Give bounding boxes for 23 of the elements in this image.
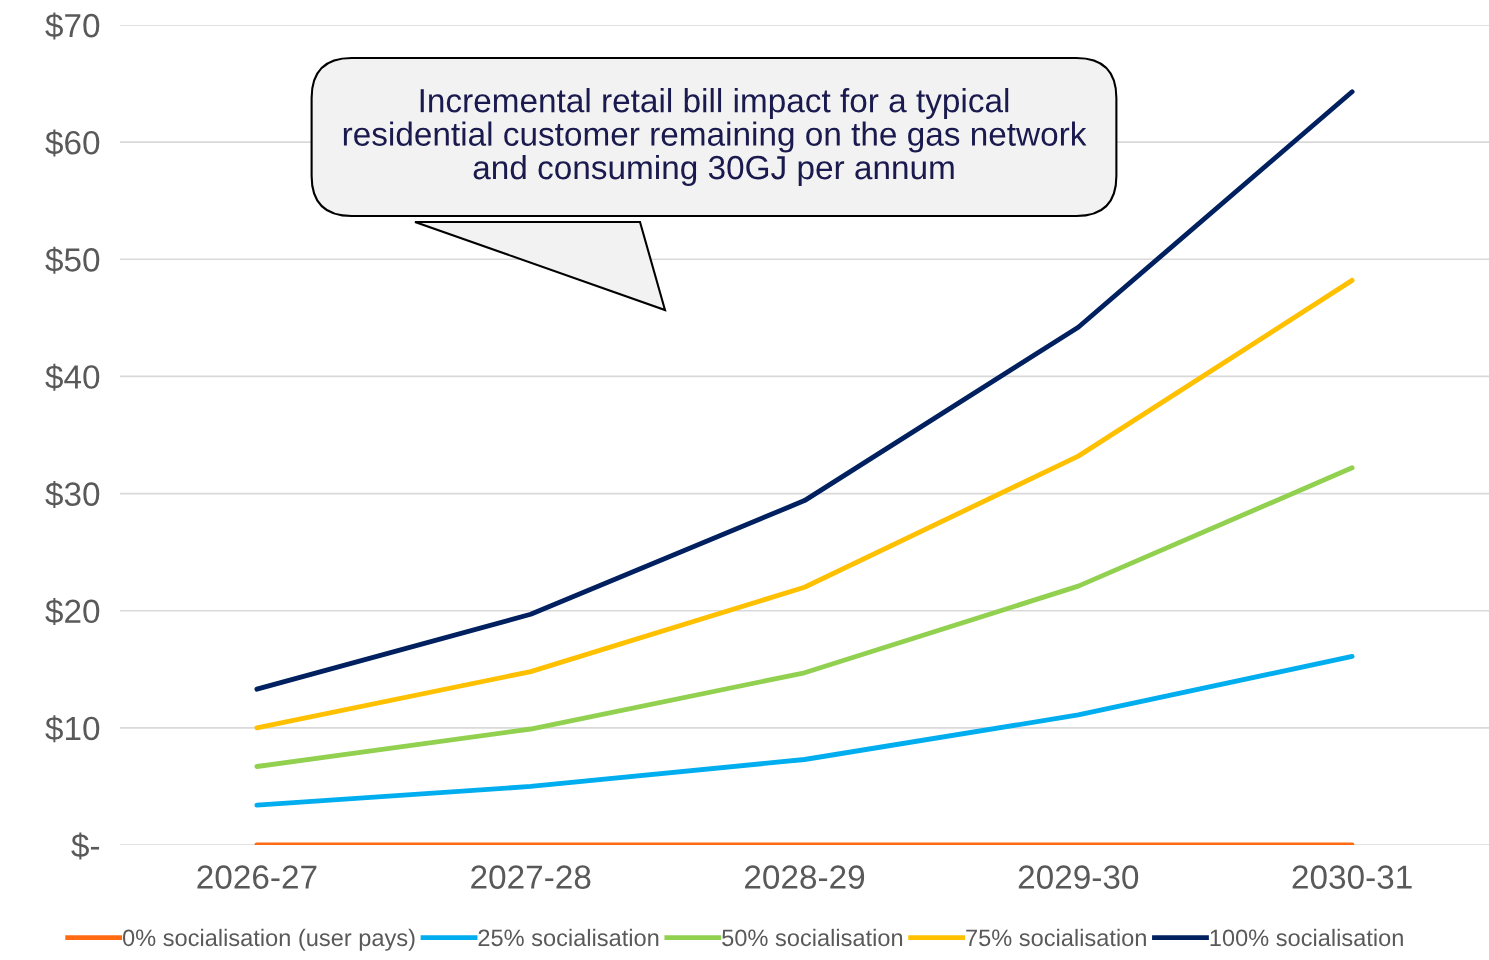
line-series <box>254 653 1355 808</box>
annotation: Incremental retail bill impact for a typical residential customer remaining on the gas network and consuming 30GJ per annum <box>343 87 1087 187</box>
y-tick-label: $50 <box>45 246 100 274</box>
x-tick-label: 2027-28 <box>471 865 591 889</box>
y-tick-label: $10 <box>45 715 100 743</box>
x-tick-label: 2029-30 <box>1018 865 1139 889</box>
x-tick-label: 2030-31 <box>1292 865 1412 889</box>
legend-label: 50% socialisation <box>722 928 903 947</box>
x-tick-label: 2028-29 <box>745 865 865 889</box>
y-tick-label: $20 <box>45 598 100 626</box>
legend-label: 75% socialisation <box>966 928 1146 947</box>
y-tick-label: $40 <box>45 363 100 391</box>
y-tick-label: $- <box>71 832 100 860</box>
y-tick-label: $70 <box>45 12 100 40</box>
y-tick-label: $60 <box>45 129 100 157</box>
line-series <box>254 277 1355 731</box>
line-series <box>254 465 1355 769</box>
y-tick-label: $30 <box>45 480 100 508</box>
legend-label: 25% socialisation <box>478 928 659 947</box>
x-tick-label: 2026-27 <box>197 865 317 889</box>
line-series <box>254 89 1355 692</box>
legend-label: 100% socialisation <box>1210 928 1403 947</box>
legend-label: 0% socialisation (user pays) <box>122 928 415 951</box>
